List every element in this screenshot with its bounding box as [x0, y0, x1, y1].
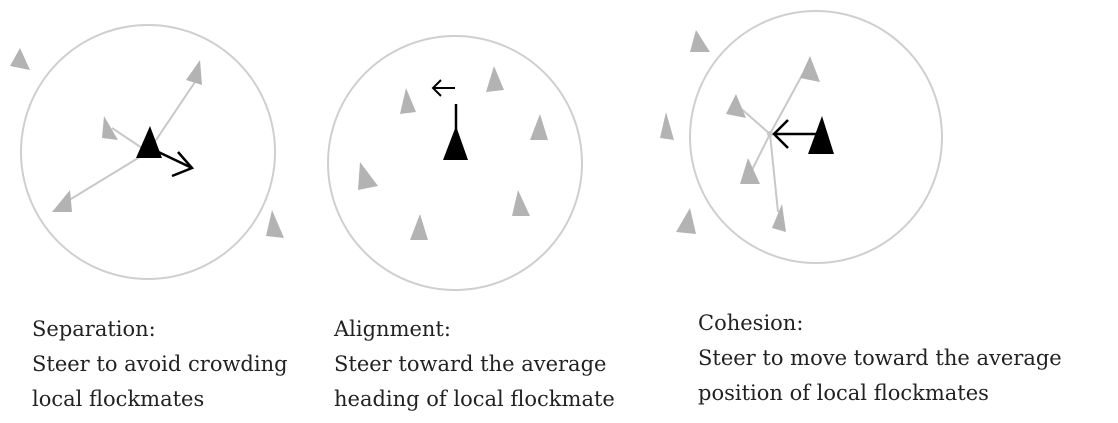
separation-description-line-1: Steer to avoid crowding [32, 352, 288, 376]
flockmate-icon [358, 162, 378, 190]
flockmate-icon [726, 94, 746, 118]
flockmate-icon [52, 190, 72, 212]
separation-caption: Separation: Steer to avoid crowding loca… [32, 312, 288, 417]
cohesion-neighborhood-circle [689, 10, 943, 264]
boid-icon [443, 126, 468, 160]
cohesion-guide-lines [737, 67, 807, 213]
cohesion-description-line-2: position of local flockmates [698, 381, 989, 405]
separation-title: Separation: [32, 317, 156, 341]
separation-steer-arrow [149, 146, 195, 178]
alignment-panel [327, 35, 583, 291]
flockmate-icon [660, 112, 674, 140]
cohesion-title: Cohesion: [698, 311, 804, 335]
alignment-description-line-1: Steer toward the average [334, 352, 607, 376]
cohesion-description-line-1: Steer to move toward the average [698, 346, 1062, 370]
flockmate-icon [512, 190, 530, 216]
flockmate-icon [10, 48, 30, 70]
flockmate-icon [800, 56, 820, 82]
separation-guide-lines [65, 81, 196, 203]
boid-icon [808, 116, 834, 154]
flockmate-icon [676, 208, 696, 234]
flockmate-icon [186, 60, 202, 85]
cohesion-panel [660, 10, 943, 264]
alignment-neighborhood-circle [327, 35, 583, 291]
flockmate-icon [266, 210, 284, 238]
flockmate-icon [400, 88, 416, 114]
flockmate-icon [486, 66, 504, 92]
separation-panel [10, 24, 284, 280]
alignment-description-line-2: heading of local flockmate [334, 387, 615, 411]
flockmate-icon [410, 214, 428, 240]
flockmate-icon [102, 116, 118, 140]
separation-neighborhood-circle [20, 24, 276, 280]
cohesion-center-of-mass [767, 131, 773, 137]
flockmate-icon [690, 30, 710, 52]
flocking-diagram [10, 10, 943, 291]
flockmate-icon [740, 158, 760, 184]
flockmate-icon [530, 114, 548, 140]
cohesion-steer-arrow [772, 119, 818, 149]
flockmate-icon [772, 204, 786, 232]
alignment-title: Alignment: [334, 317, 451, 341]
cohesion-caption: Cohesion: Steer to move toward the avera… [698, 306, 1062, 411]
separation-description-line-2: local flockmates [32, 387, 205, 411]
alignment-caption: Alignment: Steer toward the average head… [334, 312, 615, 417]
alignment-heading-arrow [431, 79, 455, 97]
